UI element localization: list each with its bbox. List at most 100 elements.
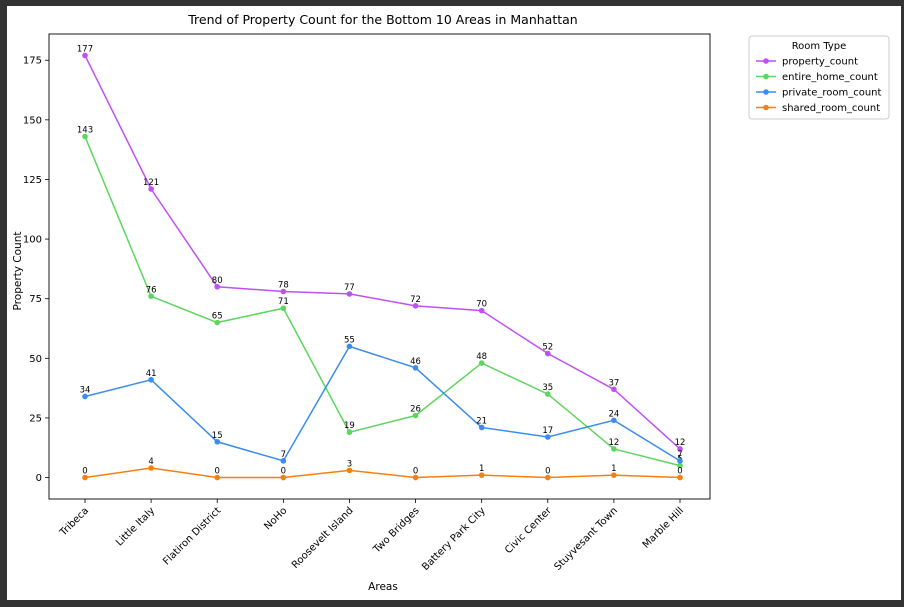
data-label-entire_home_count: 26	[410, 405, 421, 415]
data-label-property_count: 12	[675, 438, 686, 448]
legend-title: Room Type	[792, 41, 847, 52]
legend-swatch-marker	[763, 58, 769, 64]
data-point-private_room_count	[82, 393, 88, 400]
series-line-shared_room_count	[84, 467, 681, 479]
data-point-private_room_count	[611, 417, 617, 424]
x-tick-label: NoHo	[262, 505, 289, 532]
data-label-private_room_count: 21	[476, 416, 487, 426]
legend-swatch-marker	[763, 104, 769, 111]
y-tick-label: 0	[36, 473, 42, 484]
data-point-shared_room_count	[346, 467, 353, 474]
data-label-property_count: 177	[77, 44, 93, 54]
legend-label: entire_home_count	[782, 72, 878, 83]
chart-figure: Trend of Property Count for the Bottom 1…	[7, 6, 901, 600]
legend: Room Type property_count entire_home_coun…	[748, 35, 890, 120]
x-tick-label: Roosevelt Island	[290, 505, 356, 571]
data-label-shared_room_count: 3	[347, 459, 352, 469]
data-label-property_count: 37	[608, 378, 619, 388]
data-point-shared_room_count	[544, 474, 551, 481]
data-label-property_count: 121	[143, 178, 159, 188]
data-label-entire_home_count: 12	[608, 438, 619, 448]
data-label-shared_room_count: 0	[677, 467, 682, 477]
data-point-property_count	[544, 350, 551, 357]
data-point-entire_home_count	[611, 446, 617, 452]
data-label-shared_room_count: 1	[479, 464, 484, 474]
data-point-property_count	[478, 307, 485, 314]
y-tick-label: 175	[23, 56, 42, 67]
y-tick-label: 125	[23, 175, 42, 186]
data-point-entire_home_count	[82, 133, 88, 140]
data-point-entire_home_count	[346, 429, 353, 436]
data-point-property_count	[611, 386, 617, 393]
data-point-property_count	[148, 186, 154, 192]
series-line-entire_home_count	[84, 136, 681, 467]
x-tick-label: Stuyvesant Town	[553, 505, 620, 572]
data-point-shared_room_count	[478, 472, 485, 478]
data-label-private_room_count: 34	[80, 385, 91, 395]
data-point-shared_room_count	[214, 474, 221, 481]
data-label-entire_home_count: 76	[146, 285, 157, 295]
data-point-private_room_count	[478, 424, 485, 431]
data-point-private_room_count	[544, 434, 551, 440]
data-point-entire_home_count	[148, 293, 154, 300]
legend-label: private_room_count	[782, 88, 882, 99]
data-point-entire_home_count	[214, 319, 221, 326]
data-point-shared_room_count	[677, 474, 683, 481]
plot-frame	[48, 33, 711, 500]
data-point-shared_room_count	[611, 472, 617, 478]
data-point-property_count	[82, 52, 88, 59]
data-point-property_count	[677, 446, 683, 452]
data-label-private_room_count: 41	[146, 369, 157, 379]
data-label-property_count: 80	[212, 276, 223, 286]
line-chart: Trend of Property Count for the Bottom 1…	[12, 12, 890, 593]
data-label-entire_home_count: 143	[77, 126, 93, 136]
data-label-private_room_count: 7	[281, 450, 286, 460]
data-label-shared_room_count: 0	[82, 467, 87, 477]
y-tick-label: 50	[29, 354, 42, 365]
x-tick-label: Tribeca	[57, 505, 91, 539]
data-point-entire_home_count	[280, 305, 287, 312]
data-point-entire_home_count	[478, 360, 485, 366]
data-point-shared_room_count	[148, 465, 154, 471]
data-label-property_count: 70	[476, 300, 487, 310]
data-point-shared_room_count	[412, 474, 419, 481]
y-tick-label: 100	[23, 235, 42, 246]
data-label-private_room_count: 15	[212, 431, 223, 441]
data-point-property_count	[346, 291, 353, 297]
data-label-private_room_count: 46	[410, 357, 421, 367]
data-point-private_room_count	[346, 343, 353, 350]
y-axis-label: Property Count	[12, 232, 24, 311]
data-label-shared_room_count: 0	[413, 467, 418, 477]
data-point-shared_room_count	[280, 474, 287, 481]
data-label-shared_room_count: 1	[611, 464, 616, 474]
x-tick-label: Battery Park City	[420, 505, 488, 573]
data-label-private_room_count: 7	[677, 450, 682, 460]
y-tick-label: 75	[29, 294, 42, 305]
data-label-property_count: 72	[410, 295, 421, 305]
data-label-property_count: 52	[542, 343, 553, 353]
data-label-entire_home_count: 71	[278, 297, 289, 307]
data-point-entire_home_count	[544, 391, 551, 397]
data-label-private_room_count: 55	[344, 335, 355, 345]
x-tick-label: Civic Center	[503, 505, 554, 556]
data-label-private_room_count: 24	[608, 409, 619, 419]
data-label-entire_home_count: 65	[212, 312, 223, 322]
chart-title: Trend of Property Count for the Bottom 1…	[187, 12, 577, 27]
series-line-private_room_count	[84, 345, 681, 462]
legend-swatch-marker	[763, 89, 769, 95]
data-label-shared_room_count: 0	[545, 467, 550, 477]
x-tick-label: Two Bridges	[371, 505, 422, 556]
data-point-property_count	[280, 288, 287, 295]
data-label-shared_room_count: 4	[148, 457, 153, 467]
data-label-property_count: 77	[344, 283, 355, 293]
data-label-entire_home_count: 19	[344, 421, 355, 431]
data-label-property_count: 78	[278, 281, 289, 291]
x-axis-label: Areas	[368, 581, 398, 593]
data-point-private_room_count	[412, 365, 419, 371]
legend-label: property_count	[782, 57, 858, 68]
data-label-shared_room_count: 0	[281, 467, 286, 477]
data-point-shared_room_count	[82, 474, 88, 481]
data-point-private_room_count	[677, 458, 683, 464]
data-point-private_room_count	[214, 438, 221, 445]
